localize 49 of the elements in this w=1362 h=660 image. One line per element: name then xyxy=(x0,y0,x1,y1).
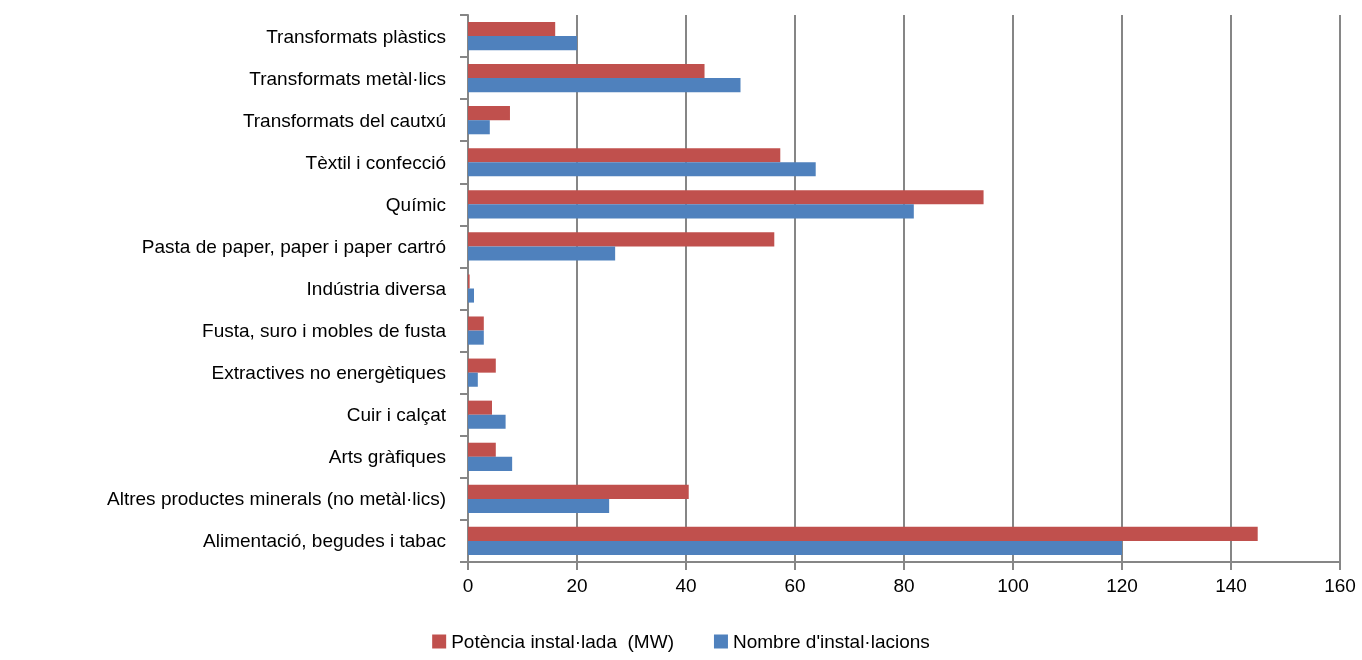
y-tick-label: Transformats del cautxú xyxy=(242,109,446,131)
x-tick-label: 100 xyxy=(997,575,1029,596)
bar xyxy=(468,21,556,37)
bar xyxy=(468,498,610,513)
bar xyxy=(468,106,510,121)
legend-label: Potència instal·lada (MW) xyxy=(451,631,674,652)
bar xyxy=(468,36,577,51)
y-tick-label: Químic xyxy=(385,193,446,215)
bar xyxy=(468,120,490,135)
y-tick-label: Alimentació, begudes i tabac xyxy=(203,530,446,552)
bar xyxy=(468,484,689,499)
x-tick-label: 0 xyxy=(462,575,474,596)
x-tick-label: 20 xyxy=(566,575,588,596)
y-tick-label: Arts gràfiques xyxy=(328,446,446,468)
x-tick-label: 120 xyxy=(1106,575,1138,596)
bar xyxy=(468,400,492,415)
bar xyxy=(468,358,496,373)
bar xyxy=(468,288,474,303)
x-tick-label: 160 xyxy=(1324,575,1356,596)
bar xyxy=(468,162,816,177)
bar xyxy=(468,246,616,261)
bar xyxy=(468,316,484,331)
y-tick-label: Altres productes minerals (no metàl·lics) xyxy=(107,488,446,510)
y-tick-label: Cuir i calçat xyxy=(346,404,447,426)
bar xyxy=(468,526,1258,541)
bar xyxy=(468,148,781,163)
bar xyxy=(468,540,1122,556)
y-tick-label: Transformats plàstics xyxy=(266,25,446,47)
x-tick-label: 40 xyxy=(675,575,697,596)
y-tick-label: Indústria diversa xyxy=(306,278,447,299)
bar xyxy=(468,414,506,429)
y-tick-label: Transformats metàl·lics xyxy=(249,67,446,89)
bar xyxy=(468,372,478,387)
bar xyxy=(468,78,741,93)
bar xyxy=(468,232,775,247)
x-tick-label: 140 xyxy=(1215,575,1247,596)
bar xyxy=(468,330,484,345)
x-tick-label: 60 xyxy=(784,575,806,596)
y-tick-label: Tèxtil i confecció xyxy=(305,151,446,173)
bar xyxy=(468,456,513,471)
x-tick-label: 80 xyxy=(893,575,915,596)
legend-label: Nombre d'instal·lacions xyxy=(732,631,930,652)
bar xyxy=(468,190,984,205)
y-tick-label: Pasta de paper, paper i paper cartró xyxy=(141,235,446,257)
bar xyxy=(468,442,496,457)
y-tick-label: Fusta, suro i mobles de fusta xyxy=(202,320,447,342)
y-tick-label: Extractives no energètiques xyxy=(211,362,446,384)
bar xyxy=(468,204,914,219)
bar xyxy=(468,64,705,79)
